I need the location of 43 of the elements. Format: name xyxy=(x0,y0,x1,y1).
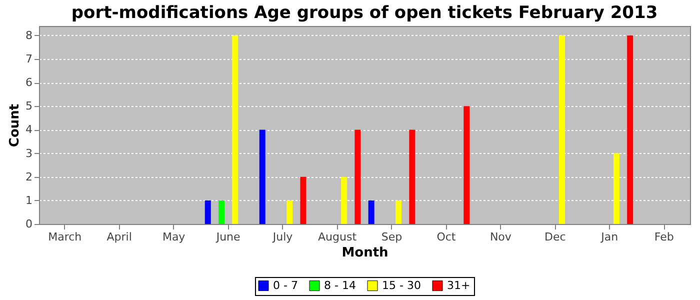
bar xyxy=(558,35,565,224)
legend-label: 15 - 30 xyxy=(382,278,421,292)
y-tick-label: 3 xyxy=(26,146,32,160)
y-tick-label: 7 xyxy=(26,52,32,66)
y-tick-label: 5 xyxy=(26,100,32,113)
y-tick-label: 4 xyxy=(26,123,32,136)
x-tick-label: Nov xyxy=(490,230,512,244)
bar xyxy=(300,176,306,224)
legend-label: 8 - 14 xyxy=(324,278,356,292)
x-tick-label: Oct xyxy=(436,230,456,244)
x-tick-label: May xyxy=(162,230,186,244)
bar xyxy=(354,130,361,224)
y-tick-label: 8 xyxy=(26,28,32,42)
bar xyxy=(259,130,266,224)
y-tick-label: 1 xyxy=(26,194,32,207)
bar xyxy=(409,130,416,224)
legend-label: 31+ xyxy=(447,278,470,292)
x-tick-label: August xyxy=(318,230,358,244)
x-tick-label: Jan xyxy=(600,230,618,244)
bar xyxy=(613,153,620,224)
y-tick-label: 2 xyxy=(26,170,32,184)
bar xyxy=(204,200,211,224)
bar xyxy=(368,200,374,224)
bar xyxy=(627,35,634,224)
bar xyxy=(341,176,348,224)
chart-title: port-modifications Age groups of open tickets February 2013 xyxy=(71,3,658,23)
x-tick-label: July xyxy=(272,230,294,244)
y-tick-label: 6 xyxy=(26,76,32,90)
bar xyxy=(286,200,293,224)
x-tick-label: April xyxy=(106,230,132,244)
x-tick-label: Feb xyxy=(654,230,674,244)
y-tick-label: 0 xyxy=(26,218,32,230)
bar xyxy=(218,200,224,224)
bar xyxy=(396,200,402,224)
bar xyxy=(464,106,470,224)
x-axis-title: Month xyxy=(342,246,388,260)
legend-label: 0 - 7 xyxy=(273,278,298,292)
x-tick-label: Dec xyxy=(544,230,566,244)
x-tick-label: Sep xyxy=(381,230,402,244)
x-tick-label: March xyxy=(48,230,82,244)
bar xyxy=(232,35,238,224)
y-axis-title: Count xyxy=(8,104,22,148)
x-tick-label: June xyxy=(215,230,241,244)
